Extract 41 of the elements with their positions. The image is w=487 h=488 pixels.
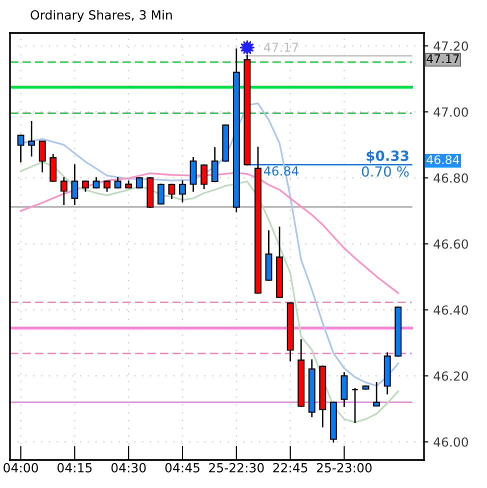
y-tick-label: 47.20	[434, 41, 468, 51]
candlestick	[38, 140, 46, 172]
y-tick-label: 46.40	[434, 305, 468, 315]
y-tick-label: 46.00	[434, 437, 468, 447]
x-tick-label: 04:00	[4, 463, 38, 472]
candlestick	[352, 388, 358, 424]
text: 46.84	[426, 155, 460, 164]
candlestick	[373, 382, 380, 407]
x-tick-label: 04:30	[111, 463, 146, 472]
candlestick	[340, 372, 348, 407]
candlestick	[157, 184, 164, 205]
candlestick	[50, 154, 57, 182]
candlestick	[114, 177, 122, 188]
y-tick-label: 46.60	[434, 239, 468, 249]
candlestick	[168, 184, 176, 200]
annotation: $0.33	[366, 150, 408, 163]
chart-title: Ordinary Shares, 3 Min	[30, 10, 172, 22]
candlestick	[136, 177, 143, 188]
candlestick	[200, 164, 208, 190]
x-tick-label: 25-23:00	[316, 463, 372, 472]
candlestick	[179, 180, 186, 202]
candlestick	[71, 164, 78, 205]
ref-line-label: 47.17	[264, 42, 298, 52]
y-tick-label: 46.80	[434, 173, 468, 183]
x-tick-label: 25-22:30	[209, 463, 264, 472]
ref-line-label: 46.84	[264, 166, 298, 176]
candlestick	[211, 147, 218, 182]
annotation: 0.70 %	[362, 166, 409, 177]
candlestick	[190, 157, 197, 192]
x-tick-label: 04:15	[58, 463, 92, 472]
candlestick	[82, 180, 89, 192]
candlestick	[28, 121, 36, 156]
candlestick	[104, 180, 110, 192]
y-tick-label: 46.20	[434, 371, 468, 381]
y-tick-label: 47.00	[434, 107, 468, 117]
x-tick-label: 04:45	[165, 463, 200, 472]
candlestick	[92, 177, 100, 188]
x-tick-label: 22:45	[273, 463, 308, 472]
candlestick	[17, 134, 24, 162]
text: 47.17	[426, 54, 459, 63]
candlestick	[60, 177, 68, 205]
